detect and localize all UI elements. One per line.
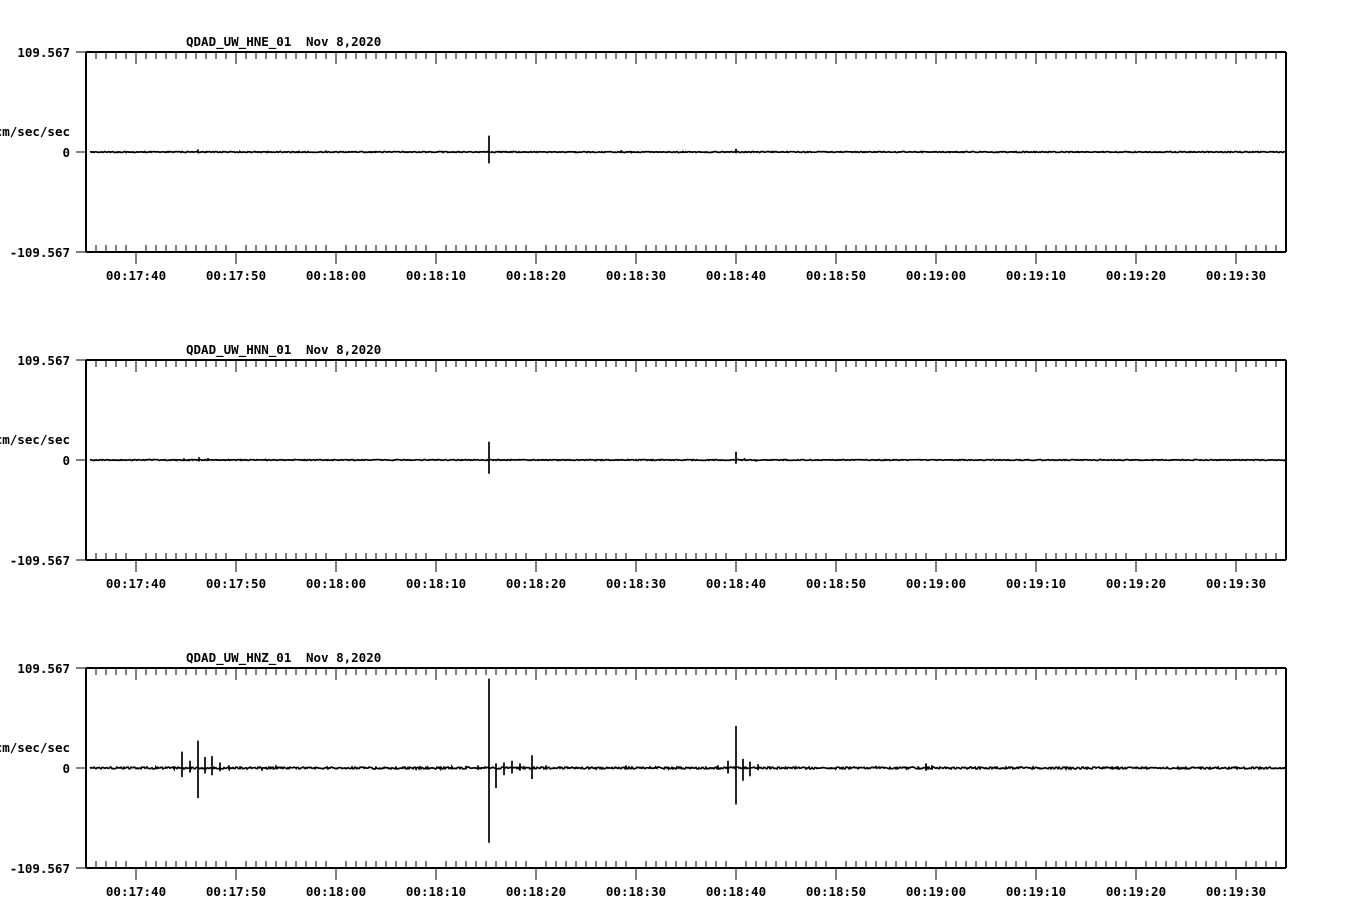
y-zero-label: 0 [62, 453, 70, 468]
plot-frame-hnn [85, 359, 1287, 561]
x-tick-label: 00:19:30 [1206, 576, 1266, 591]
x-tick-label: 00:17:40 [106, 268, 166, 283]
y-label-group: 109.567 0 -109.567 cm/sec/sec [0, 353, 70, 568]
x-tick-label: 00:18:20 [506, 268, 566, 283]
plot-frame-hne [85, 51, 1287, 253]
y-units-label: cm/sec/sec [0, 124, 70, 139]
x-tick-label-group: 00:17:40 00:17:50 00:18:00 00:18:10 00:18:20… [106, 576, 1266, 591]
y-zero-label: 0 [62, 145, 70, 160]
x-tick-label: 00:18:40 [706, 884, 766, 899]
x-tick-label: 00:19:30 [1206, 884, 1266, 899]
x-tick-label: 00:19:10 [1006, 884, 1066, 899]
x-tick-label: 00:17:40 [106, 576, 166, 591]
y-label-group: 109.567 0 -109.567 cm/sec/sec [0, 661, 70, 876]
x-tick-label-group: 00:17:40 00:17:50 00:18:00 00:18:10 00:18:20… [106, 884, 1266, 899]
x-tick-label: 00:19:20 [1106, 268, 1166, 283]
waveform-trace-hnn [89, 441, 1286, 474]
waveform-trace-hnz [89, 678, 1286, 843]
x-tick-label: 00:18:50 [806, 884, 866, 899]
x-tick-label: 00:18:50 [806, 268, 866, 283]
panel-title: QDAD_UW_HNZ_01 [186, 650, 291, 666]
plot-frame-hnz [85, 667, 1287, 869]
x-tick-group [85, 668, 1287, 880]
x-tick-label: 00:18:40 [706, 576, 766, 591]
x-tick-label: 00:18:30 [606, 884, 666, 899]
y-zero-label: 0 [62, 761, 70, 776]
panel-title-group: QDAD_UW_HNN_01 Nov 8,2020 [186, 342, 381, 358]
x-tick-label: 00:18:10 [406, 576, 466, 591]
y-max-label: 109.567 [17, 353, 70, 368]
y-min-label: -109.567 [10, 861, 70, 876]
x-tick-label: 00:18:10 [406, 268, 466, 283]
x-tick-label: 00:17:50 [206, 268, 266, 283]
waveform-trace-hne [89, 135, 1285, 164]
x-tick-label: 00:18:20 [506, 576, 566, 591]
y-units-label: cm/sec/sec [0, 740, 70, 755]
panel-title: QDAD_UW_HNN_01 [186, 342, 291, 358]
y-max-label: 109.567 [17, 45, 70, 60]
y-max-label: 109.567 [17, 661, 70, 676]
x-tick-label: 00:19:20 [1106, 576, 1166, 591]
x-tick-label: 00:19:00 [906, 884, 966, 899]
x-tick-label: 00:17:50 [206, 884, 266, 899]
x-tick-label: 00:17:50 [206, 576, 266, 591]
panel-date: Nov 8,2020 [306, 650, 381, 665]
y-min-label: -109.567 [10, 245, 70, 260]
x-tick-label: 00:18:10 [406, 884, 466, 899]
panel-date: Nov 8,2020 [306, 342, 381, 357]
x-tick-label: 00:18:30 [606, 576, 666, 591]
x-tick-label: 00:19:00 [906, 268, 966, 283]
y-tick-group [76, 51, 86, 253]
x-tick-label: 00:18:50 [806, 576, 866, 591]
x-tick-label-group: 00:17:40 00:17:50 00:18:00 00:18:10 00:18:20… [106, 268, 1266, 283]
y-label-group: 109.567 0 -109.567 cm/sec/sec [0, 45, 70, 260]
x-tick-group [85, 52, 1287, 264]
x-tick-label: 00:19:20 [1106, 884, 1166, 899]
panel-title-group: QDAD_UW_HNZ_01 Nov 8,2020 [186, 650, 381, 666]
x-tick-label: 00:18:00 [306, 884, 366, 899]
x-tick-label: 00:17:40 [106, 884, 166, 899]
x-tick-label: 00:18:30 [606, 268, 666, 283]
y-units-label: cm/sec/sec [0, 432, 70, 447]
x-tick-label: 00:19:30 [1206, 268, 1266, 283]
panel-date: Nov 8,2020 [306, 34, 381, 49]
x-tick-group [85, 360, 1287, 572]
x-tick-label: 00:18:20 [506, 884, 566, 899]
x-tick-label: 00:18:40 [706, 268, 766, 283]
x-tick-label: 00:18:00 [306, 576, 366, 591]
x-tick-label: 00:19:10 [1006, 576, 1066, 591]
x-tick-label: 00:19:10 [1006, 268, 1066, 283]
panel-title: QDAD_UW_HNE_01 [186, 34, 291, 50]
y-tick-group [76, 359, 86, 561]
panel-title-group: QDAD_UW_HNE_01 Nov 8,2020 [186, 34, 381, 50]
x-tick-label: 00:18:00 [306, 268, 366, 283]
x-tick-label: 00:19:00 [906, 576, 966, 591]
y-tick-group [76, 667, 86, 869]
y-min-label: -109.567 [10, 553, 70, 568]
